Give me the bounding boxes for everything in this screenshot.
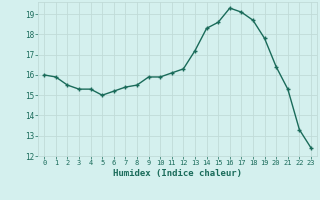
X-axis label: Humidex (Indice chaleur): Humidex (Indice chaleur) — [113, 169, 242, 178]
